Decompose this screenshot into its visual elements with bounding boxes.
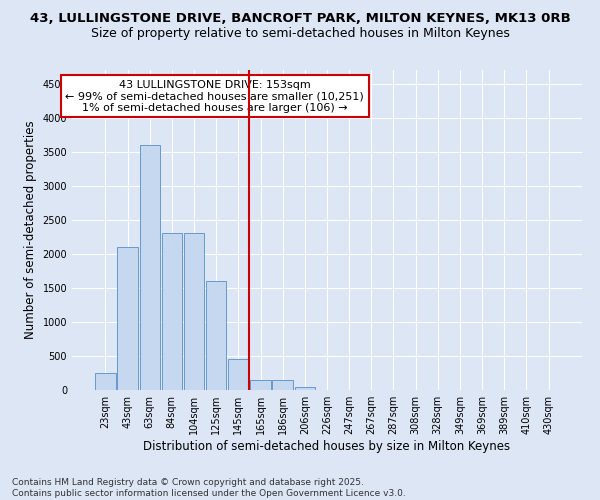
Bar bbox=[140, 145, 160, 390]
Bar bbox=[295, 386, 315, 390]
Bar bbox=[118, 247, 138, 390]
Bar bbox=[228, 360, 248, 390]
Bar bbox=[206, 281, 226, 390]
Text: 43, LULLINGSTONE DRIVE, BANCROFT PARK, MILTON KEYNES, MK13 0RB: 43, LULLINGSTONE DRIVE, BANCROFT PARK, M… bbox=[29, 12, 571, 26]
Bar bbox=[250, 380, 271, 390]
Text: Size of property relative to semi-detached houses in Milton Keynes: Size of property relative to semi-detach… bbox=[91, 28, 509, 40]
Bar bbox=[95, 373, 116, 390]
Bar bbox=[161, 234, 182, 390]
Bar bbox=[272, 380, 293, 390]
Y-axis label: Number of semi-detached properties: Number of semi-detached properties bbox=[24, 120, 37, 340]
Text: 43 LULLINGSTONE DRIVE: 153sqm
← 99% of semi-detached houses are smaller (10,251): 43 LULLINGSTONE DRIVE: 153sqm ← 99% of s… bbox=[65, 80, 364, 113]
Text: Contains HM Land Registry data © Crown copyright and database right 2025.
Contai: Contains HM Land Registry data © Crown c… bbox=[12, 478, 406, 498]
Bar bbox=[184, 234, 204, 390]
X-axis label: Distribution of semi-detached houses by size in Milton Keynes: Distribution of semi-detached houses by … bbox=[143, 440, 511, 453]
